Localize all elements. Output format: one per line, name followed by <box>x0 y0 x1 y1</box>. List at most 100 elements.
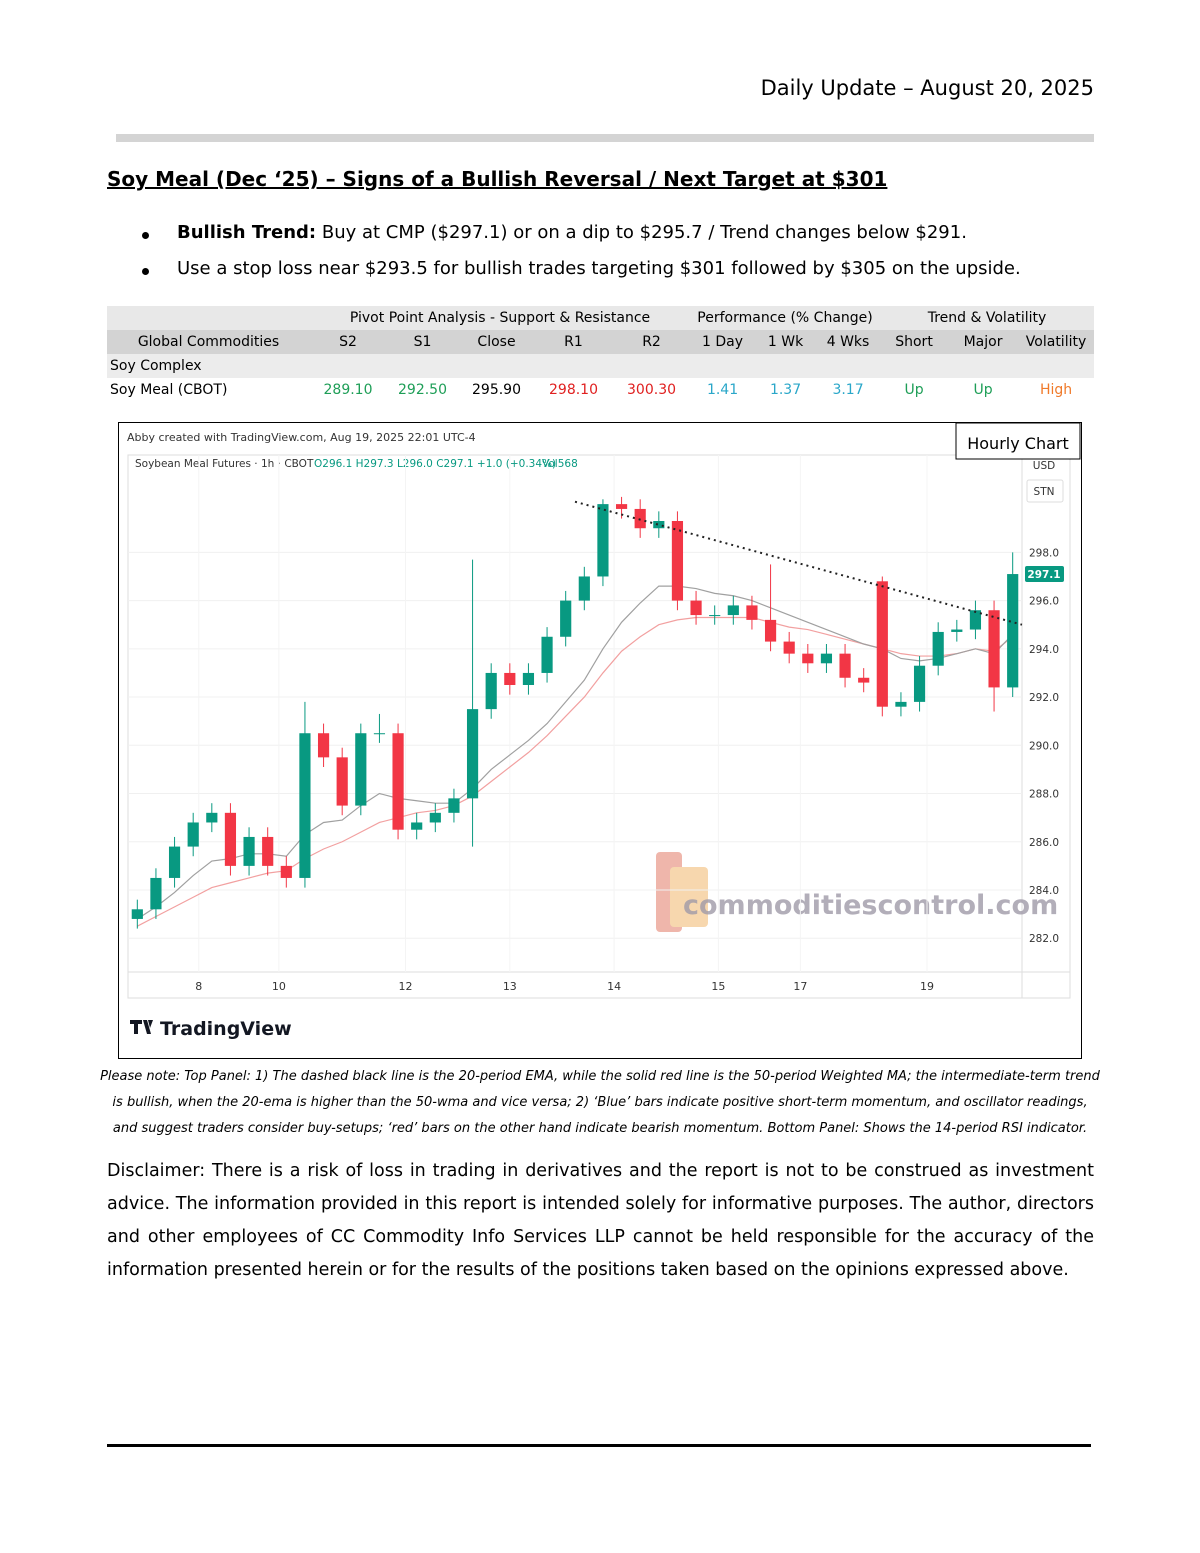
bullet-dot <box>142 232 149 239</box>
candle-body <box>411 822 423 830</box>
ema-line <box>136 585 1014 920</box>
column-header: R2 <box>613 330 691 354</box>
candle-body <box>280 865 292 878</box>
candle-body <box>336 757 348 806</box>
candle-body <box>578 576 590 601</box>
candle-body <box>429 812 441 823</box>
y-tick-label: 286.0 <box>1029 837 1059 849</box>
table-row: Soy Complex <box>107 354 1095 378</box>
y-tick-label: 288.0 <box>1029 789 1059 801</box>
candle-body <box>448 798 460 813</box>
table-row: Soy Meal (CBOT) 289.10 292.50 295.90 298.10 3… <box>107 378 1094 402</box>
candle-body <box>317 733 330 758</box>
table-cell: 1.41 <box>706 382 739 398</box>
y-tick-label: 282.0 <box>1029 933 1059 945</box>
candle-body <box>168 846 181 878</box>
table-cell: 289.10 <box>323 382 373 398</box>
candle-body <box>224 812 237 866</box>
column-header: Volatility <box>1018 330 1095 354</box>
table-row: Pivot Point Analysis - Support & Resista… <box>107 306 1095 330</box>
x-tick-label: 12 <box>399 980 413 993</box>
candle-body <box>653 521 665 529</box>
candle-body <box>913 665 926 702</box>
table-row: Global Commodities S2 S1 Close R1 R2 1 Day 1 Wk… <box>107 330 1095 354</box>
watermark: commoditiescontrol.com <box>683 890 1058 921</box>
candle-body <box>802 653 814 664</box>
candle-body <box>1007 574 1019 688</box>
x-tick-label: 17 <box>793 980 807 993</box>
candle-body <box>560 600 572 637</box>
table-cell: 3.17 <box>832 382 864 398</box>
disclaimer: Disclaimer: There is a risk of loss in t… <box>107 1161 1094 1280</box>
bullet: Bullish Trend: Buy at CMP ($297.1) or on… <box>177 222 967 243</box>
y-tick-label: 298.0 <box>1029 547 1059 559</box>
group-header: Pivot Point Analysis - Support & Resista… <box>310 306 691 330</box>
column-header: 4 Wks <box>816 330 881 354</box>
bullet-text: Use a stop loss near $293.5 for bullish … <box>177 258 1021 279</box>
table-cell: 298.10 <box>549 382 598 398</box>
footer-rule <box>107 1444 1091 1447</box>
y-tick-label: 296.0 <box>1029 596 1059 608</box>
table-cell: Up <box>973 382 993 398</box>
x-tick-label: 13 <box>503 980 517 993</box>
legend-ohlc: O296.1 H297.3 L296.0 C297.1 +1.0 (+0.34%… <box>314 458 556 470</box>
candle-body <box>541 636 553 673</box>
column-header: 1 Wk <box>755 330 817 354</box>
candle-body <box>671 521 684 601</box>
candle-body <box>262 836 274 866</box>
table-cell: 1.37 <box>769 382 802 398</box>
table-cell: 295.90 <box>472 382 521 398</box>
candle-body <box>783 641 795 654</box>
divider <box>116 134 1094 142</box>
bullet-label: Bullish Trend: <box>177 222 317 243</box>
x-tick-label: 19 <box>920 980 934 993</box>
label-box <box>955 422 1081 460</box>
candle-body <box>615 504 628 509</box>
chart: Abby created with TradingView.com, Aug 1… <box>118 422 1082 1059</box>
chart-caption: Abby created with TradingView.com, Aug 1… <box>127 431 476 444</box>
candle-body <box>932 631 944 666</box>
unit: STN <box>1034 486 1055 498</box>
candle-body <box>727 605 739 616</box>
candle-body <box>634 508 646 529</box>
watermark-logo <box>656 852 708 932</box>
candle-body <box>150 877 162 910</box>
y-tick-label: 294.0 <box>1029 644 1059 656</box>
candle-body <box>299 733 311 878</box>
candle-body <box>820 653 833 664</box>
candle-body <box>858 677 870 683</box>
column-header: Short <box>880 330 949 354</box>
column-header: Major <box>948 330 1019 354</box>
bullet-text: Buy at CMP ($297.1) or on a dip to $295.… <box>321 222 967 243</box>
chart-label: Hourly Chart <box>967 434 1069 453</box>
bullet: Use a stop loss near $293.5 for bullish … <box>177 258 1021 279</box>
column-header: 1 Day <box>690 330 756 354</box>
legend-volume: Vol568 <box>542 458 578 470</box>
y-tick-label: 290.0 <box>1029 740 1059 752</box>
currency: USD <box>1033 460 1055 472</box>
y-tick-label: 284.0 <box>1029 885 1059 897</box>
last-price-label: 297.1 <box>1027 569 1060 581</box>
candle-body <box>466 709 479 799</box>
table-cell: Soy Meal (CBOT) <box>110 382 228 398</box>
bullet-dot <box>142 268 149 275</box>
candle-body <box>690 600 702 616</box>
table-cell: 292.50 <box>398 382 447 398</box>
candle-body <box>895 701 907 707</box>
unit-box <box>1026 479 1064 503</box>
x-tick-label: 8 <box>195 980 202 993</box>
candle-body <box>355 733 367 806</box>
column-header: Global Commodities <box>107 330 310 354</box>
candle-body <box>839 653 851 678</box>
table-cell: High <box>1039 382 1073 398</box>
candle-body <box>206 812 218 823</box>
column-header: S2 <box>310 330 386 354</box>
candle-body <box>485 672 497 710</box>
table-cell: 300.30 <box>627 382 677 398</box>
candle-body <box>746 605 758 620</box>
chart-note: Please note: Top Panel: 1) The dashed bl… <box>100 1069 1100 1136</box>
section-header: Soy Complex <box>107 354 1095 378</box>
candle-body <box>764 619 777 642</box>
legend-symbol: Soybean Meal Futures · 1h · CBOT <box>135 458 314 470</box>
column-header: S1 <box>386 330 459 354</box>
